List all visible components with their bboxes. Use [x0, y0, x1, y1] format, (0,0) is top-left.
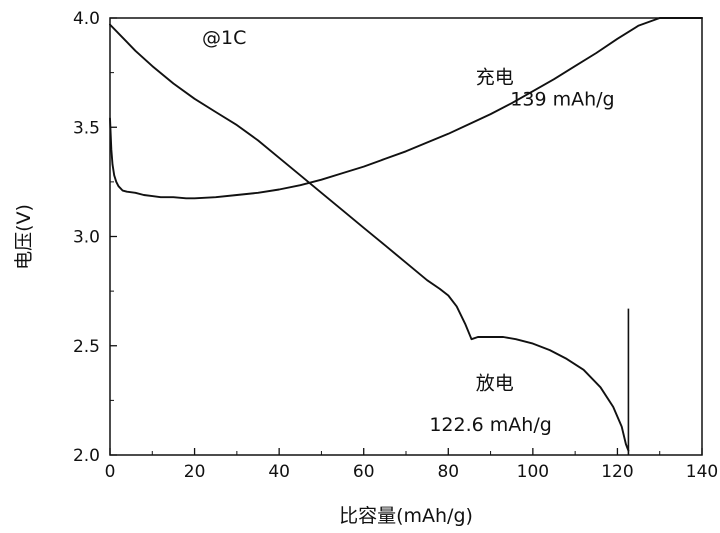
x-axis-title: 比容量(mAh/g) — [339, 505, 473, 527]
discharge-curve — [109, 23, 630, 452]
y-tick-label: 3.5 — [73, 118, 100, 138]
x-tick-label: 60 — [353, 462, 375, 482]
y-axis: 2.0 2.5 3.0 3.5 4.0 — [73, 9, 117, 466]
y-axis-title: 电压(V) — [13, 204, 35, 270]
plot-area-frame — [109, 17, 703, 456]
x-axis: 0 20 40 60 80 100 120 140 — [105, 448, 718, 482]
annotation-label: 放电 — [476, 372, 514, 394]
y-tick-label: 2.0 — [73, 446, 100, 466]
x-tick-label: 40 — [268, 462, 290, 482]
charge-curve — [109, 17, 703, 200]
y-tick-label: 4.0 — [73, 9, 100, 29]
x-tick-label: 20 — [184, 462, 206, 482]
y-tick-label: 3.0 — [73, 228, 100, 248]
x-tick-label: 140 — [686, 462, 718, 482]
annotation-label: 139 mAh/g — [510, 88, 614, 110]
series-layer — [109, 17, 703, 455]
x-tick-label: 80 — [437, 462, 459, 482]
y-tick-label: 2.5 — [73, 337, 100, 357]
annotation-label: 122.6 mAh/g — [429, 414, 551, 436]
annotation-label: 充电 — [476, 67, 514, 89]
x-tick-label: 120 — [601, 462, 633, 482]
x-tick-label: 0 — [105, 462, 116, 482]
x-tick-label: 100 — [517, 462, 549, 482]
annotation-label: @1C — [202, 27, 246, 49]
